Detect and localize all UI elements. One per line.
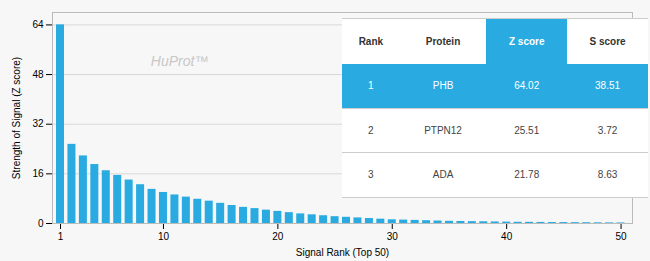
svg-text:20: 20 [272, 231, 284, 242]
svg-text:1: 1 [58, 231, 64, 242]
svg-text:16: 16 [32, 168, 44, 179]
svg-text:48: 48 [32, 69, 44, 80]
svg-text:32: 32 [32, 118, 44, 129]
html-text:8.63: 8.63 [597, 169, 618, 181]
html-text:S score: S score [589, 36, 626, 47]
html-text:HuProt™: HuProt™ [150, 52, 209, 69]
html-text:Protein: Protein [425, 36, 461, 47]
svg-text:Signal Rank (Top 50): Signal Rank (Top 50) [296, 247, 389, 258]
html-text:64.02: 64.02 [514, 80, 540, 92]
html-text:1: 1 [368, 80, 374, 92]
svg-text:Strength of Signal (Z score): Strength of Signal (Z score) [11, 57, 22, 179]
svg-text:10: 10 [158, 231, 170, 242]
html-text:ADA: ADA [432, 169, 454, 181]
svg-text:0: 0 [38, 218, 44, 229]
html-text:21.78: 21.78 [514, 169, 540, 181]
html-text:Rank: Rank [358, 36, 384, 47]
html-text:2: 2 [368, 125, 374, 137]
svg-text:40: 40 [501, 231, 513, 242]
html-text:PHB: PHB [432, 80, 454, 92]
html-text:25.51: 25.51 [514, 125, 540, 137]
html-text:38.51: 38.51 [595, 80, 621, 92]
svg-text:64: 64 [32, 19, 44, 30]
svg-text:30: 30 [387, 231, 399, 242]
svg-text:50: 50 [615, 231, 627, 242]
html-text:3: 3 [368, 169, 374, 181]
html-text:PTPN12: PTPN12 [424, 125, 462, 137]
html-text:Z score: Z score [509, 36, 545, 47]
html-text:3.72: 3.72 [597, 125, 618, 137]
